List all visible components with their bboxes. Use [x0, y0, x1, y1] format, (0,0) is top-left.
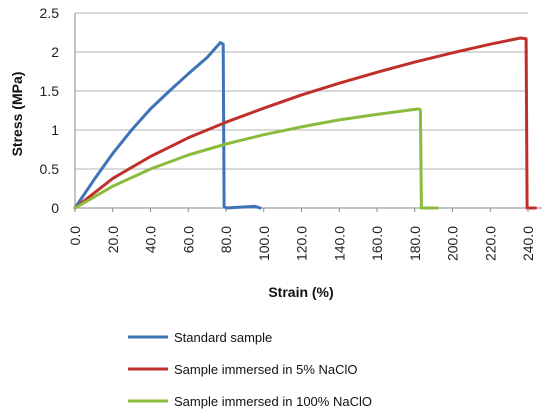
x-tick-label-6: 120.0	[294, 226, 310, 261]
x-axis-title: Strain (%)	[268, 284, 333, 300]
y-axis-title: Stress (MPa)	[9, 72, 25, 157]
x-tick-label-5: 100.0	[256, 226, 272, 261]
x-axis-ticks: 0.0 20.0 40.0 60.0 80.0 100.0 120.0 140.0 160.0 1…	[67, 208, 536, 261]
series-line-1	[73, 36, 537, 210]
x-tick-label-1: 20.0	[105, 226, 121, 253]
series-line-2	[73, 107, 439, 210]
x-tick-label-0: 0.0	[67, 226, 83, 246]
y-tick-label-3: 1.5	[40, 83, 60, 99]
x-tick-label-4: 80.0	[218, 226, 234, 253]
legend: Standard sample Sample immersed in 5% NaC…	[128, 330, 372, 409]
x-tick-label-10: 200.0	[445, 226, 461, 261]
legend-label-2: Sample immersed in 100% NaClO	[174, 394, 372, 409]
y-tick-label-4: 2	[51, 44, 59, 60]
y-axis-ticks: 0 0.5 1 1.5 2 2.5	[40, 5, 60, 216]
series-line-0	[73, 41, 262, 210]
y-tick-label-1: 0.5	[40, 161, 60, 177]
legend-label-1: Sample immersed in 5% NaClO	[174, 362, 358, 377]
x-tick-label-8: 160.0	[369, 226, 385, 261]
x-tick-label-2: 40.0	[143, 226, 159, 253]
axes	[74, 13, 542, 209]
legend-label-0: Standard sample	[174, 330, 272, 345]
x-tick-label-11: 220.0	[482, 226, 498, 261]
x-tick-label-7: 140.0	[331, 226, 347, 261]
x-tick-label-9: 180.0	[407, 226, 423, 261]
plot-series	[73, 36, 537, 210]
x-tick-label-12: 240.0	[520, 226, 536, 261]
y-tick-label-2: 1	[51, 122, 59, 138]
gridlines	[75, 12, 528, 170]
x-tick-label-3: 60.0	[180, 226, 196, 253]
y-tick-label-0: 0	[51, 200, 59, 216]
y-tick-label-5: 2.5	[40, 5, 60, 21]
